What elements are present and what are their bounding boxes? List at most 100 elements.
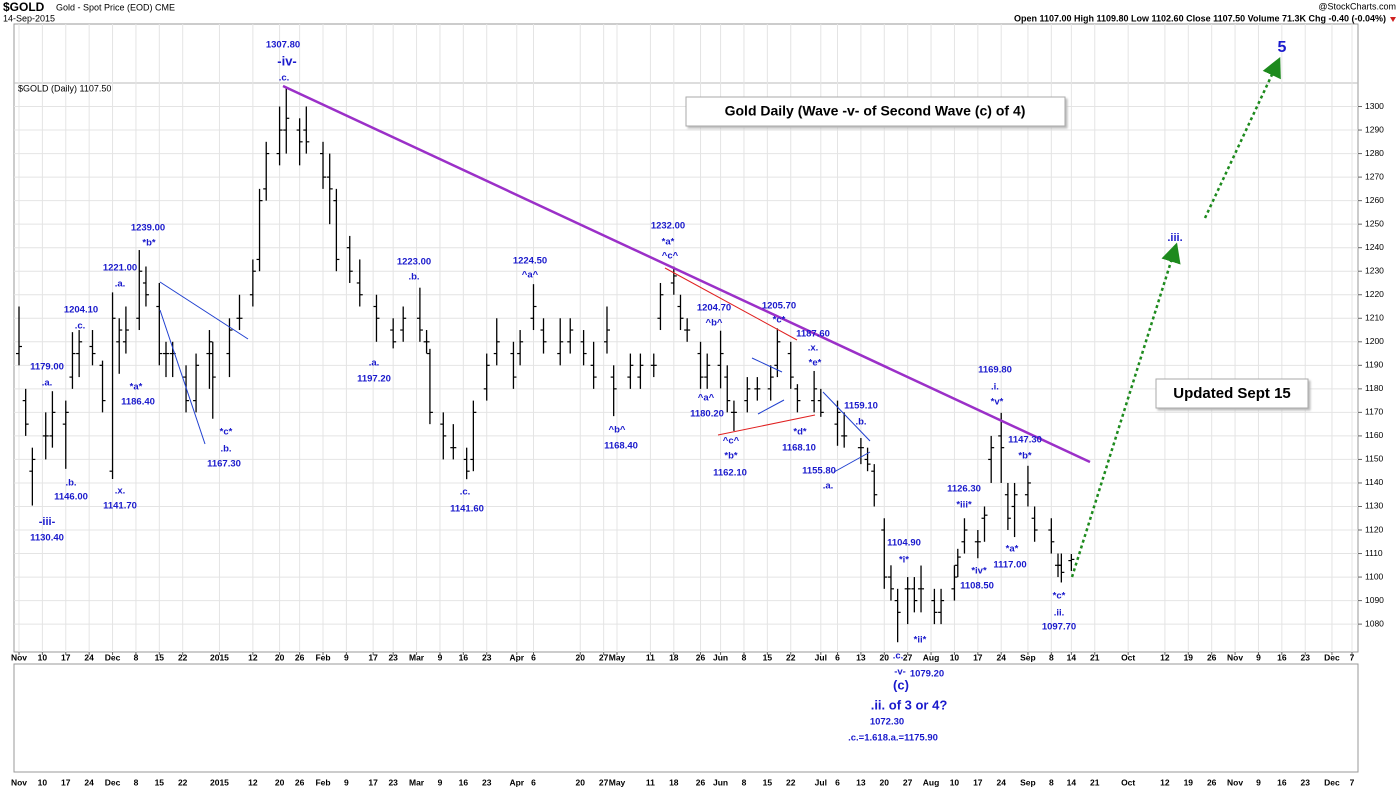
date: 14-Sep-2015	[3, 13, 55, 23]
x-tick-label: 9	[438, 652, 443, 662]
x-tick-label: 24	[84, 652, 94, 662]
wave-label: 1130.40	[30, 533, 64, 544]
wave-label: -v-	[894, 667, 906, 678]
wave-label: *b*	[1018, 451, 1032, 462]
y-tick-label: 1270	[1365, 171, 1384, 181]
x-tick-label: 18	[669, 652, 679, 662]
y-tick-label: 1260	[1365, 195, 1384, 205]
x-tick-label: Dec	[105, 777, 121, 787]
x-tick-label: 12	[1160, 652, 1170, 662]
wave-label: .c.	[75, 321, 86, 332]
y-tick-label: 1140	[1365, 477, 1384, 487]
x-tick-label: 20	[880, 652, 890, 662]
x-tick-label: 8	[742, 777, 747, 787]
wave-label: .iii.	[1167, 232, 1182, 244]
red-line	[664, 267, 798, 341]
wave-label: *c*	[773, 315, 786, 326]
wave-label: 1187.60	[796, 329, 830, 340]
x-tick-label: 12	[248, 777, 258, 787]
lower-panel	[13, 663, 1359, 773]
blue-line	[833, 451, 871, 473]
red-line	[717, 414, 816, 436]
x-tick-label: 13	[856, 652, 866, 662]
x-tick-label: Aug	[923, 652, 940, 662]
x-tick-label: 10	[950, 777, 960, 787]
x-tick-label: 27	[903, 777, 913, 787]
wave-label: 1167.30	[207, 459, 241, 470]
wave-label: 1168.10	[782, 443, 816, 454]
wave-label: 1147.30	[1008, 435, 1042, 446]
wave-label: 1179.00	[30, 362, 64, 373]
x-tick-label: 9	[344, 652, 349, 662]
wave-label: .c.	[279, 73, 290, 84]
x-tick-label: 24	[996, 777, 1006, 787]
y-tick-label: 1110	[1365, 548, 1383, 558]
wave-label: 1232.00	[651, 221, 685, 232]
price-panel	[13, 23, 1359, 653]
x-tick-label: 23	[388, 777, 398, 787]
x-tick-label: Nov	[1227, 777, 1243, 787]
wave-label: 1155.80	[802, 466, 836, 477]
wave-label: *i*	[899, 555, 909, 566]
x-tick-label: Nov	[1227, 652, 1243, 662]
y-tick-label: 1130	[1365, 501, 1384, 511]
x-tick-label: Nov	[11, 777, 27, 787]
projection-arrow	[1203, 56, 1281, 219]
wave-label: *a*	[130, 382, 143, 393]
x-tick-label: 20	[275, 652, 285, 662]
x-tick-label: 8	[742, 652, 747, 662]
wave-label: .x.	[808, 343, 819, 354]
x-tick-label: 26	[1207, 652, 1217, 662]
x-tick-label: 6	[531, 777, 536, 787]
legend: $GOLD (Daily) 1107.50	[18, 83, 111, 93]
wave-label: 1108.50	[960, 581, 994, 592]
wave-label: 1221.00	[103, 263, 137, 274]
x-tick-label: 10	[38, 652, 48, 662]
wave-label: *iv*	[971, 566, 987, 577]
wave-label: ^a^	[698, 393, 715, 404]
wave-label: ^a^	[522, 270, 539, 281]
wave-label: .ii. of 3 or 4?	[871, 697, 948, 712]
x-tick-label: 15	[763, 652, 773, 662]
wave-label: 1307.80	[266, 40, 300, 51]
wave-label: .a.	[42, 378, 53, 389]
wave-label: 1141.70	[103, 501, 137, 512]
wave-label: .b.	[65, 478, 76, 489]
wave-label: (c)	[893, 677, 909, 692]
x-tick-label: 19	[1184, 652, 1194, 662]
wave-label: 1197.20	[357, 374, 391, 385]
x-tick-label: 17	[61, 652, 71, 662]
wave-label: *v*	[991, 397, 1004, 408]
blue-line	[757, 399, 785, 415]
wave-label: ^c^	[723, 436, 740, 447]
x-tick-label: 12	[248, 652, 258, 662]
x-tick-label: Feb	[315, 777, 330, 787]
wave-label: 1079.20	[910, 669, 944, 680]
wave-label: 1117.00	[993, 560, 1026, 571]
x-tick-label: 22	[786, 777, 796, 787]
x-tick-label: 20	[275, 777, 285, 787]
x-tick-label: 9	[438, 777, 443, 787]
x-tick-label: 26	[295, 777, 305, 787]
wave-label: *c*	[1053, 591, 1066, 602]
x-tick-label: 6	[531, 652, 536, 662]
y-tick-label: 1120	[1365, 524, 1384, 534]
x-tick-label: 17	[368, 652, 378, 662]
x-tick-label: 26	[696, 652, 706, 662]
y-tick-label: 1090	[1365, 595, 1384, 605]
wave-label: 1180.20	[690, 409, 724, 420]
title-box	[685, 96, 1066, 127]
wave-label: .b.	[408, 272, 419, 283]
quote: Open 1107.00 High 1109.80 Low 1102.60 Cl…	[1014, 13, 1386, 23]
x-tick-label: 27	[599, 652, 609, 662]
x-tick-label: 24	[996, 652, 1006, 662]
x-tick-label: 18	[669, 777, 679, 787]
wave-label: *a*	[1006, 544, 1019, 555]
wave-label: 1141.60	[450, 504, 484, 515]
x-tick-label: 9	[344, 777, 349, 787]
wave-label: 1159.10	[844, 401, 878, 412]
x-tick-label: 15	[155, 777, 165, 787]
wave-label: 1205.70	[762, 301, 796, 312]
wave-label: *e*	[809, 358, 822, 369]
x-tick-label: Sep	[1020, 777, 1036, 787]
